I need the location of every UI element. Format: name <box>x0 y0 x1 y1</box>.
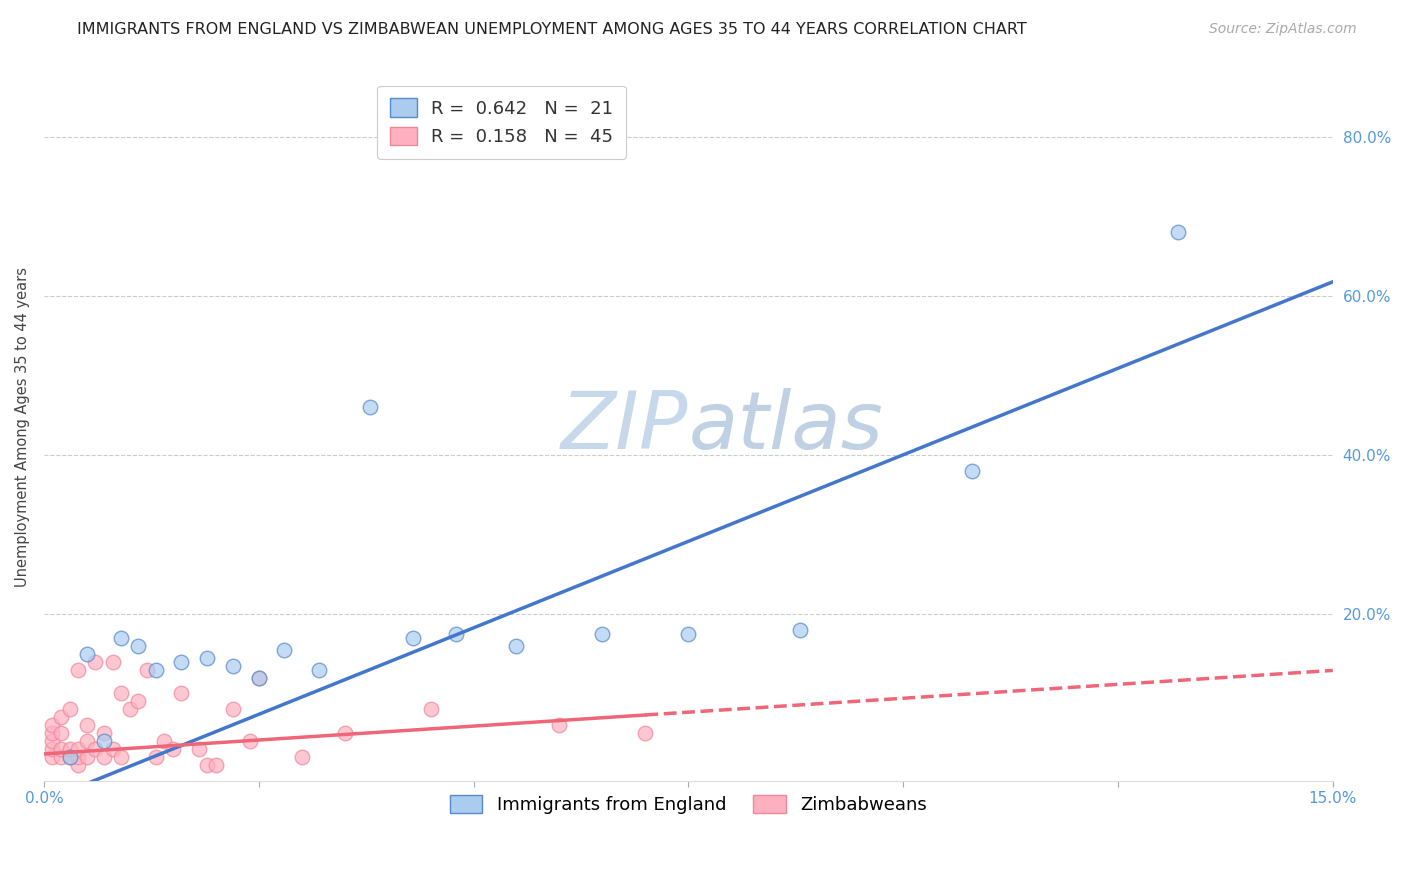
Point <box>49 742 72 756</box>
Point <box>308 663 330 677</box>
Point <box>59 742 82 756</box>
Point <box>548 718 571 732</box>
Point <box>960 464 983 478</box>
Point <box>195 758 218 772</box>
Point <box>67 742 90 756</box>
Point <box>93 750 115 764</box>
Point <box>93 726 115 740</box>
Point <box>101 655 124 669</box>
Point <box>110 750 132 764</box>
Point <box>67 750 90 764</box>
Point <box>222 658 245 673</box>
Point <box>127 694 149 708</box>
Point <box>195 650 218 665</box>
Point <box>789 623 811 637</box>
Point <box>145 663 167 677</box>
Point <box>59 702 82 716</box>
Point <box>76 647 98 661</box>
Point <box>67 663 90 677</box>
Point <box>402 631 425 645</box>
Point <box>84 742 107 756</box>
Point <box>41 734 63 748</box>
Point <box>1167 225 1189 239</box>
Point <box>247 671 270 685</box>
Point <box>359 400 381 414</box>
Point <box>634 726 657 740</box>
Point <box>84 655 107 669</box>
Point <box>110 631 132 645</box>
Legend: Immigrants from England, Zimbabweans: Immigrants from England, Zimbabweans <box>439 784 938 825</box>
Point <box>591 627 613 641</box>
Point <box>41 718 63 732</box>
Point <box>136 663 159 677</box>
Point <box>93 734 115 748</box>
Point <box>110 686 132 700</box>
Point <box>49 710 72 724</box>
Point <box>678 627 700 641</box>
Point <box>127 639 149 653</box>
Point <box>49 726 72 740</box>
Point <box>67 758 90 772</box>
Point <box>273 642 295 657</box>
Point <box>162 742 184 756</box>
Point <box>59 750 82 764</box>
Point <box>118 702 141 716</box>
Point <box>41 726 63 740</box>
Point <box>291 750 314 764</box>
Point <box>505 639 527 653</box>
Point <box>153 734 176 748</box>
Point <box>41 742 63 756</box>
Point <box>145 750 167 764</box>
Point <box>204 758 226 772</box>
Point <box>170 686 193 700</box>
Point <box>239 734 262 748</box>
Text: ZIP: ZIP <box>561 388 689 466</box>
Point <box>101 742 124 756</box>
Point <box>419 702 441 716</box>
Point <box>76 718 98 732</box>
Text: atlas: atlas <box>689 388 883 466</box>
Point <box>222 702 245 716</box>
Point <box>446 627 468 641</box>
Point <box>59 750 82 764</box>
Text: IMMIGRANTS FROM ENGLAND VS ZIMBABWEAN UNEMPLOYMENT AMONG AGES 35 TO 44 YEARS COR: IMMIGRANTS FROM ENGLAND VS ZIMBABWEAN UN… <box>77 22 1026 37</box>
Point <box>41 750 63 764</box>
Point <box>187 742 209 756</box>
Point <box>333 726 356 740</box>
Text: Source: ZipAtlas.com: Source: ZipAtlas.com <box>1209 22 1357 37</box>
Y-axis label: Unemployment Among Ages 35 to 44 years: Unemployment Among Ages 35 to 44 years <box>15 267 30 587</box>
Point <box>76 750 98 764</box>
Point <box>247 671 270 685</box>
Point <box>76 734 98 748</box>
Point <box>170 655 193 669</box>
Point <box>49 750 72 764</box>
